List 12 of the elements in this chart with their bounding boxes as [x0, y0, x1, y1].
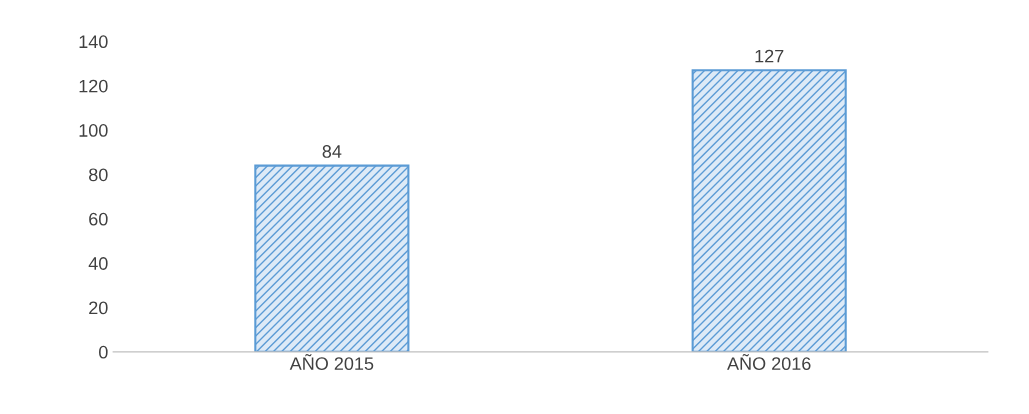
- data-label: 127: [755, 49, 784, 63]
- y-tick-label: 120: [79, 79, 108, 93]
- x-tick-label: AÑO 2016: [727, 353, 811, 371]
- y-tick-label: 20: [89, 301, 108, 315]
- y-tick-label: 140: [79, 35, 108, 49]
- y-tick-label: 60: [89, 212, 108, 226]
- y-tick-label: 40: [88, 257, 108, 270]
- y-tick-label: 80: [89, 168, 108, 182]
- data-label: 84: [322, 145, 342, 158]
- x-tick-label: AÑO 2015: [289, 353, 374, 371]
- y-tick-label: 100: [79, 124, 108, 137]
- y-tick-label: 0: [98, 345, 108, 359]
